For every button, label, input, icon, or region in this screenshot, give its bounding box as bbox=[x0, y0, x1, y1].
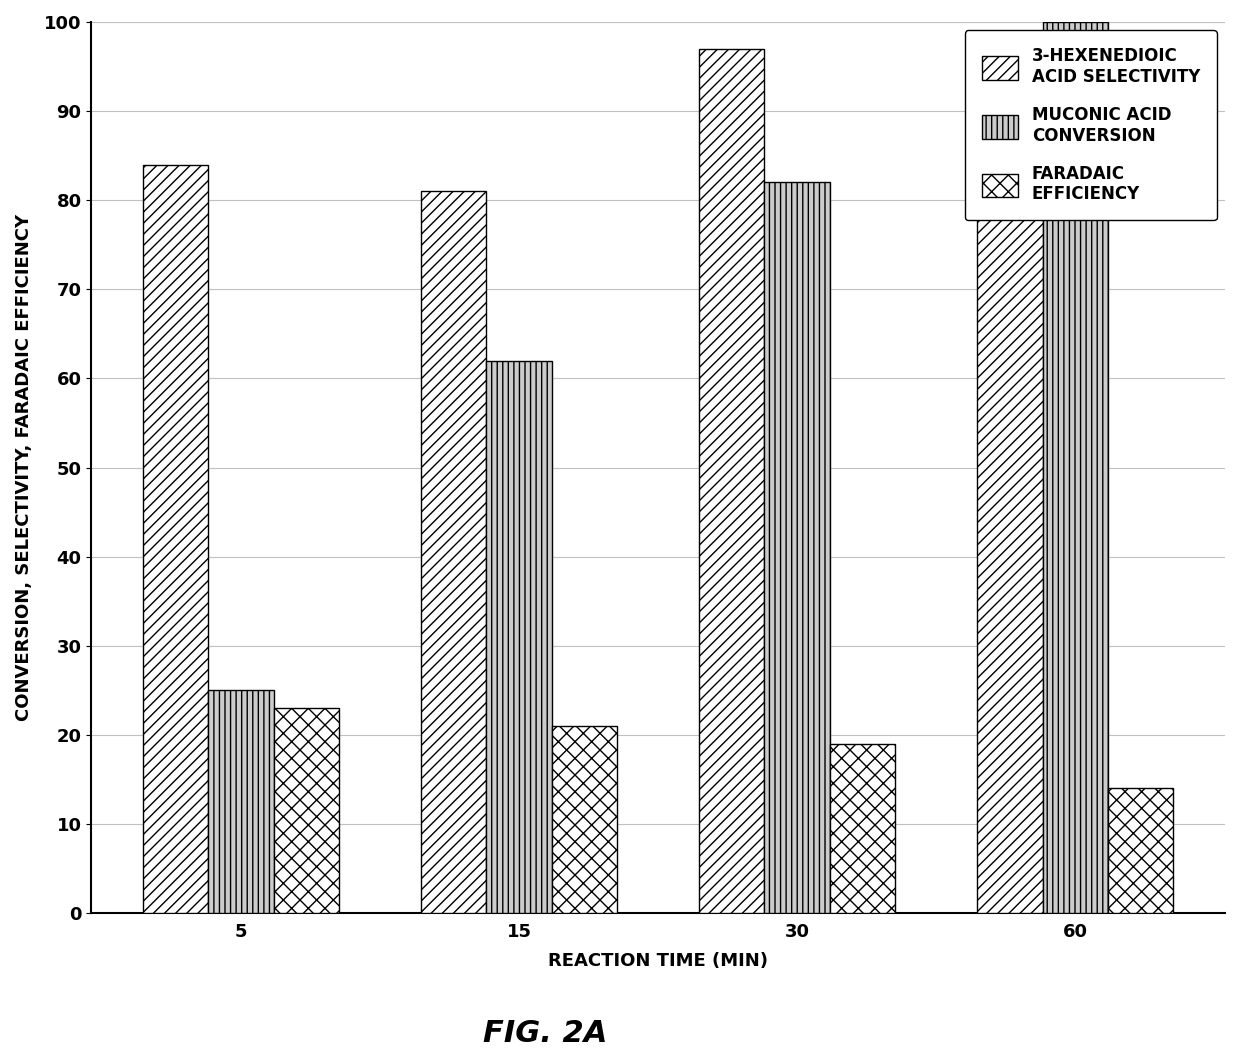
Bar bbox=[1109, 788, 1173, 913]
Bar bbox=[830, 743, 895, 913]
Bar bbox=[420, 192, 486, 913]
Bar bbox=[486, 361, 552, 913]
Text: FIG. 2A: FIG. 2A bbox=[484, 1020, 608, 1048]
X-axis label: REACTION TIME (MIN): REACTION TIME (MIN) bbox=[548, 952, 768, 970]
Bar bbox=[765, 182, 830, 913]
Bar bbox=[143, 164, 208, 913]
Bar bbox=[1043, 22, 1109, 913]
Bar bbox=[552, 725, 618, 913]
Bar bbox=[208, 690, 274, 913]
Y-axis label: CONVERSION, SELECTIVITY, FARADAIC EFFICIENCY: CONVERSION, SELECTIVITY, FARADAIC EFFICI… bbox=[15, 214, 33, 721]
Bar bbox=[699, 49, 765, 913]
Bar bbox=[977, 85, 1043, 913]
Legend: 3-HEXENEDIOIC
ACID SELECTIVITY, MUCONIC ACID
CONVERSION, FARADAIC
EFFICIENCY: 3-HEXENEDIOIC ACID SELECTIVITY, MUCONIC … bbox=[965, 31, 1216, 220]
Bar bbox=[274, 708, 340, 913]
